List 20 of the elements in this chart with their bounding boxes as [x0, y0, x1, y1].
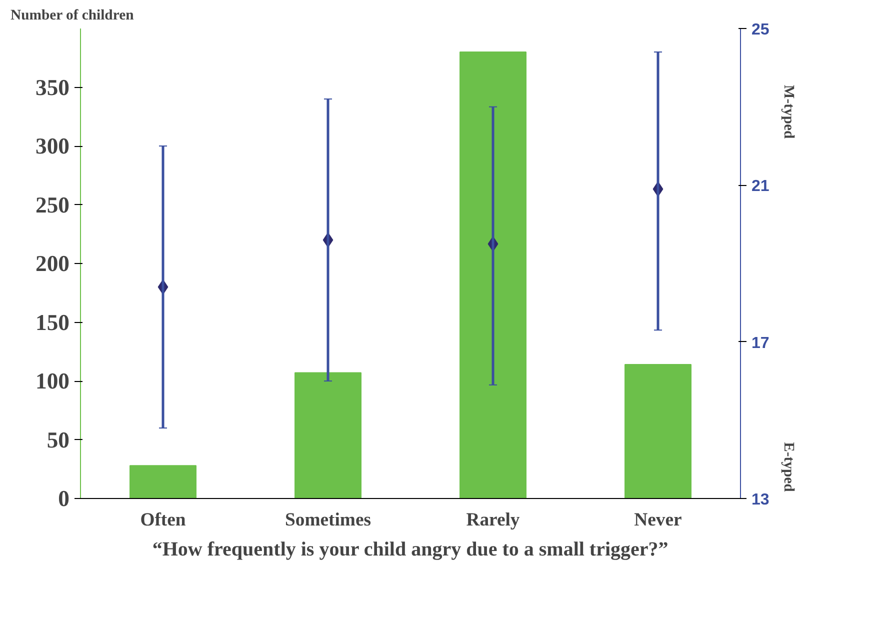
y-tick-label: 150 — [36, 310, 70, 335]
y-tick-label: 300 — [36, 134, 70, 158]
text: M-typed — [780, 84, 796, 139]
x-tick-label: Never — [634, 510, 682, 530]
y2-tick-label: 13 — [752, 492, 770, 508]
y-tick-label: 350 — [36, 74, 70, 100]
y-tick-label: 250 — [36, 192, 70, 218]
x-tick-label: Rarely — [466, 510, 520, 530]
y-tick-label: 50 — [46, 427, 70, 452]
text: E-typed — [780, 442, 796, 492]
x-tick-label: Sometimes — [285, 510, 372, 530]
x-tick-label: Often — [140, 510, 186, 530]
x-axis-title: “How frequently is your child angry due to a small trigger?” — [152, 538, 668, 560]
y2-tick-label: 25 — [752, 22, 770, 38]
y-tick-label: 100 — [36, 368, 70, 394]
y2-tick-label: 17 — [752, 334, 770, 352]
y-tick-label: 200 — [36, 251, 70, 276]
y2-tick-label: 21 — [752, 178, 770, 196]
y-tick-label: 0 — [58, 486, 70, 511]
y-axis-title: Number of children — [10, 8, 134, 24]
